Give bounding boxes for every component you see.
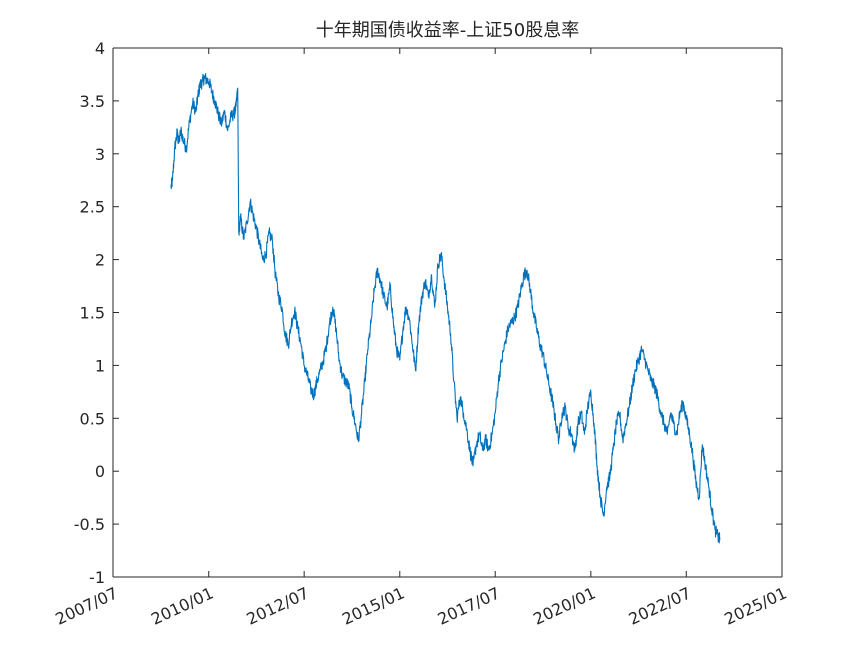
y-tick-label: -0.5 — [74, 515, 105, 534]
y-tick-label: 0.5 — [80, 409, 105, 428]
chart-title: 十年期国债收益率-上证50股息率 — [316, 20, 579, 41]
y-tick-label: -1 — [89, 568, 105, 587]
y-tick-label: 1.5 — [80, 304, 105, 323]
series-layer — [170, 73, 721, 544]
y-tick-label: 0 — [95, 462, 105, 481]
y-tick-label: 3.5 — [80, 92, 105, 111]
series-line — [170, 73, 721, 544]
y-tick-label: 3 — [95, 145, 105, 164]
y-tick-label: 2 — [95, 251, 105, 270]
y-tick-label: 2.5 — [80, 198, 105, 217]
y-axis-ticks: -1 -0.5 0 0.5 1 1.5 2 2.5 3 3.5 4 — [74, 39, 782, 587]
y-tick-label: 1 — [95, 356, 105, 375]
y-tick-label: 4 — [95, 39, 105, 58]
